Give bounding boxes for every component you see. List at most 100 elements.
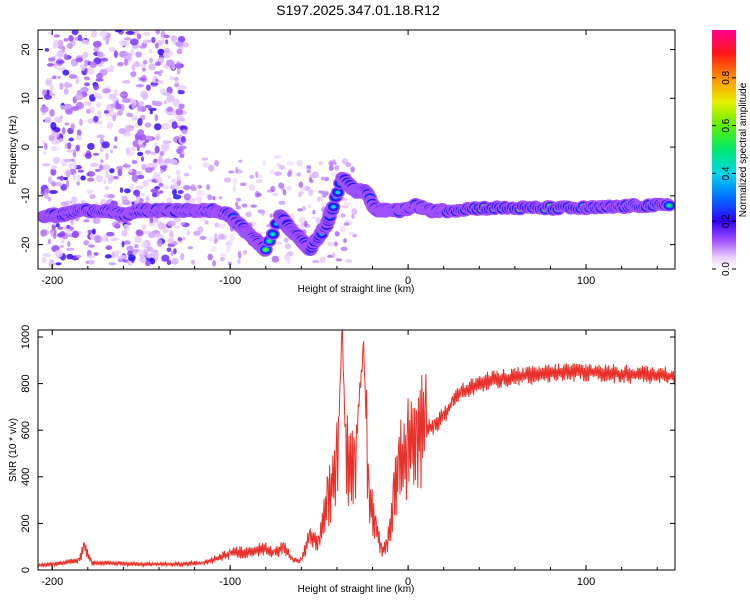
x-tick-label: 0 xyxy=(405,275,411,287)
noise-speckle xyxy=(64,122,70,126)
noise-speckle xyxy=(188,198,196,203)
noise-speckle xyxy=(51,75,57,80)
noise-speckle xyxy=(77,169,85,173)
noise-speckle xyxy=(87,259,95,265)
noise-speckle xyxy=(49,109,55,117)
noise-speckle xyxy=(148,231,157,239)
noise-speckle xyxy=(271,255,280,263)
noise-speckle xyxy=(122,55,132,59)
noise-speckle xyxy=(80,86,89,93)
noise-speckle xyxy=(92,216,101,224)
noise-speckle xyxy=(188,164,193,171)
noise-speckle xyxy=(43,150,47,155)
noise-speckle xyxy=(331,251,336,258)
noise-speckle xyxy=(139,257,147,264)
noise-speckle xyxy=(157,222,167,230)
noise-speckle xyxy=(148,107,157,112)
noise-speckle xyxy=(153,142,158,147)
noise-speckle xyxy=(66,224,71,230)
noise-speckle xyxy=(212,260,217,267)
noise-speckle xyxy=(163,100,168,104)
noise-speckle xyxy=(47,176,53,185)
noise-speckle xyxy=(340,246,348,252)
noise-speckle xyxy=(304,220,308,227)
colorbar-tick-label: 0.4 xyxy=(721,166,732,180)
noise-speckle xyxy=(334,165,340,171)
noise-speckle xyxy=(348,232,355,236)
noise-speckle xyxy=(82,219,90,223)
noise-speckle xyxy=(135,185,144,190)
noise-speckle xyxy=(71,60,77,67)
noise-speckle xyxy=(240,182,247,187)
noise-speckle xyxy=(47,238,52,245)
noise-speckle xyxy=(287,171,292,177)
noise-speckle xyxy=(344,259,353,263)
noise-speckle xyxy=(51,164,57,171)
noise-speckle xyxy=(166,259,172,265)
noise-speckle xyxy=(208,164,215,172)
x-tick-label: 0 xyxy=(405,576,411,588)
noise-speckle xyxy=(104,113,114,117)
noise-speckle xyxy=(270,185,276,193)
noise-speckle xyxy=(228,261,232,266)
noise-speckle xyxy=(57,226,64,230)
y-tick-label: 200 xyxy=(20,514,32,532)
noise-speckle xyxy=(235,169,243,174)
ridge-point xyxy=(263,247,269,252)
noise-speckle xyxy=(76,174,81,182)
noise-speckle xyxy=(70,196,78,205)
noise-speckle xyxy=(75,76,80,85)
noise-speckle xyxy=(75,144,80,152)
noise-speckle xyxy=(277,241,282,245)
noise-speckle xyxy=(42,253,52,258)
noise-speckle xyxy=(108,93,113,100)
noise-speckle xyxy=(94,168,101,172)
noise-speckle xyxy=(50,121,57,130)
noise-speckle xyxy=(176,48,183,55)
noise-speckle xyxy=(312,209,316,215)
noise-speckle xyxy=(85,108,91,114)
noise-speckle xyxy=(340,213,346,218)
noise-speckle xyxy=(134,244,139,249)
noise-speckle xyxy=(101,141,110,149)
noise-speckle xyxy=(142,248,148,256)
noise-speckle xyxy=(131,115,138,122)
noise-speckle xyxy=(42,140,46,145)
noise-speckle xyxy=(128,168,133,173)
noise-speckle xyxy=(172,188,177,196)
noise-speckle xyxy=(172,194,182,200)
noise-speckle xyxy=(93,92,101,99)
noise-speckle xyxy=(296,159,303,167)
noise-speckle xyxy=(148,48,153,54)
noise-speckle xyxy=(154,114,159,122)
noise-speckle xyxy=(117,168,123,177)
noise-speckle xyxy=(154,145,160,154)
noise-speckle xyxy=(145,195,150,203)
noise-speckle xyxy=(256,192,262,197)
noise-speckle xyxy=(105,37,110,45)
noise-speckle xyxy=(67,142,72,150)
noise-speckle xyxy=(133,61,140,68)
noise-speckle xyxy=(64,142,69,150)
noise-speckle xyxy=(75,57,83,63)
noise-speckle xyxy=(135,196,140,202)
noise-speckle xyxy=(229,233,235,241)
noise-speckle xyxy=(50,146,58,152)
noise-speckle xyxy=(149,57,154,64)
y-tick-label: 1000 xyxy=(20,325,32,349)
noise-speckle xyxy=(175,169,181,176)
noise-speckle xyxy=(85,39,90,45)
noise-speckle xyxy=(126,151,135,157)
noise-speckle xyxy=(60,201,69,207)
noise-speckle xyxy=(130,184,135,191)
noise-speckle xyxy=(212,196,216,201)
noise-speckle xyxy=(180,222,186,226)
x-tick-label: -200 xyxy=(41,275,63,287)
noise-speckle xyxy=(328,160,334,167)
noise-speckle xyxy=(53,34,61,38)
noise-speckle xyxy=(83,76,91,81)
noise-speckle xyxy=(167,220,176,227)
noise-speckle xyxy=(214,160,219,167)
noise-speckle xyxy=(155,30,161,35)
